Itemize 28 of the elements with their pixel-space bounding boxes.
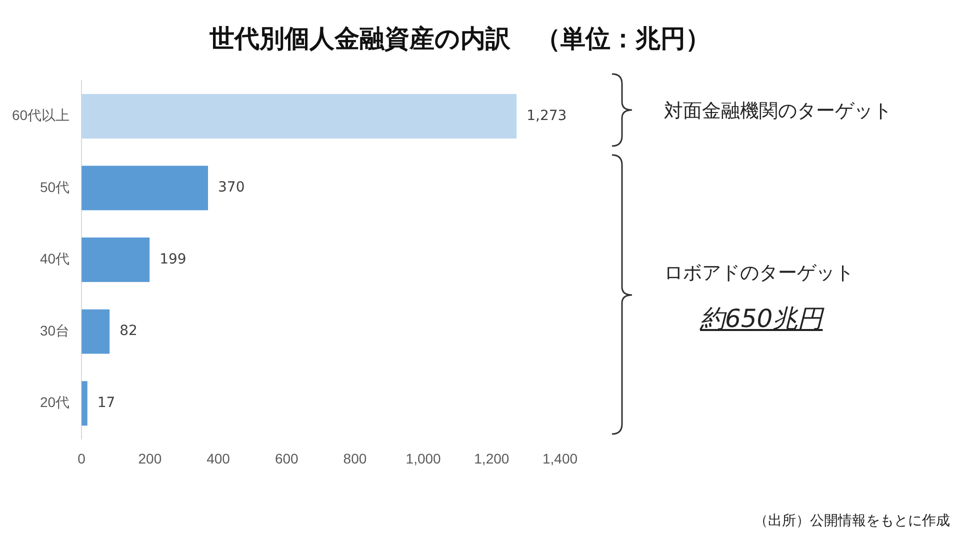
bar xyxy=(82,309,110,354)
text: ロボアドのターゲット xyxy=(664,261,854,286)
data-label: 1,273 xyxy=(526,108,567,124)
text: 対面金融機関のターゲット xyxy=(664,99,892,124)
bar xyxy=(82,166,208,210)
bar xyxy=(82,238,150,282)
x-tick-label: 1,400 xyxy=(542,450,578,466)
x-tick-label: 800 xyxy=(343,450,367,466)
data-label: 82 xyxy=(120,323,138,340)
y-tick-label: 60代以上 xyxy=(12,107,70,124)
x-tick-label: 200 xyxy=(138,450,162,466)
bar xyxy=(82,94,517,139)
text: 約650兆円 xyxy=(700,303,823,335)
x-tick-label: 600 xyxy=(274,450,299,466)
text: （出所）公開情報をもとに作成 xyxy=(754,512,950,530)
chart-title: 世代別個人金融資産の内訳 （単位：兆円） xyxy=(208,23,712,55)
bar xyxy=(82,381,88,426)
x-tick-label: 0 xyxy=(78,450,86,466)
data-label: 370 xyxy=(218,180,245,196)
y-tick-label: 20代 xyxy=(40,394,70,410)
y-tick-label: 40代 xyxy=(40,250,70,267)
y-tick-label: 30台 xyxy=(40,322,70,338)
data-label: 17 xyxy=(97,394,116,411)
x-tick-label: 1,200 xyxy=(474,450,510,466)
x-tick-label: 400 xyxy=(206,450,230,466)
y-tick-label: 50代 xyxy=(40,178,70,195)
x-tick-label: 1,000 xyxy=(406,450,442,466)
data-label: 199 xyxy=(160,251,186,268)
